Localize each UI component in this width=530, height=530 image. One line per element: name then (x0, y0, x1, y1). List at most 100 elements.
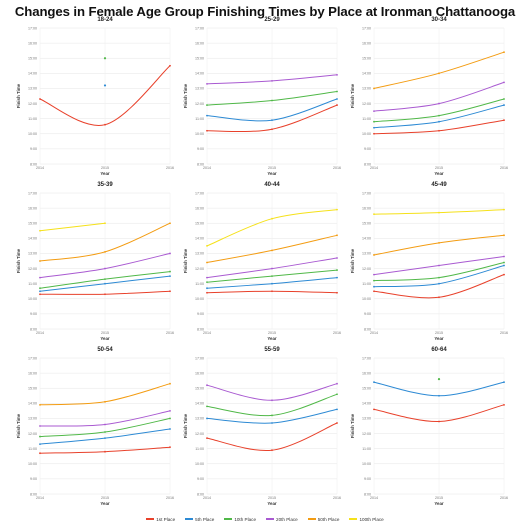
data-point (373, 254, 375, 256)
y-tick-label: 9:00 (197, 147, 204, 151)
y-tick-label: 13:00 (28, 87, 37, 91)
legend-label: 10th Place (234, 516, 257, 522)
y-tick-label: 8:00 (30, 327, 37, 331)
panel-55-59: 55-59 8:00 9:00 10:00 11:00 12:00 13:00 14:00 15… (183, 347, 341, 506)
data-point (206, 261, 208, 264)
x-tick-label: 2014 (370, 166, 378, 170)
data-point (271, 275, 273, 278)
legend-label: 5th Place (195, 516, 215, 522)
y-axis-label: Finish Time (183, 248, 188, 273)
x-axis-label: Year (434, 501, 444, 506)
series-line (39, 222, 106, 232)
data-point (438, 241, 440, 244)
legend-item: 20th Place (266, 517, 298, 522)
data-point (438, 276, 440, 279)
x-tick-label: 2014 (370, 496, 378, 500)
y-tick-label: 15:00 (195, 57, 204, 61)
y-tick-label: 13:00 (362, 87, 371, 91)
data-point (169, 428, 171, 430)
y-tick-label: 8:00 (364, 327, 371, 331)
data-point (437, 378, 441, 381)
y-tick-label: 13:00 (362, 417, 371, 421)
panel-title: 30-34 (431, 17, 447, 23)
y-tick-label: 14:00 (28, 72, 37, 76)
x-tick-label: 2016 (166, 331, 174, 335)
y-tick-label: 8:00 (197, 162, 204, 166)
y-tick-label: 10:00 (362, 297, 371, 301)
x-tick-label: 2014 (203, 331, 211, 335)
y-tick-label: 8:00 (364, 162, 371, 166)
y-tick-label: 11:00 (362, 282, 371, 286)
panel-40-44: 40-44 8:00 9:00 10:00 11:00 12:00 13:00 14:00 15… (183, 182, 341, 341)
legend-swatch (146, 518, 155, 520)
y-tick-label: 9:00 (197, 477, 204, 481)
data-point (503, 98, 505, 100)
data-point (206, 276, 208, 279)
y-tick-label: 12:00 (362, 432, 371, 436)
data-point (169, 290, 171, 293)
y-tick-label: 16:00 (28, 41, 37, 45)
y-tick-label: 13:00 (28, 252, 37, 256)
data-point (336, 382, 338, 385)
y-tick-label: 9:00 (197, 312, 204, 316)
data-point (271, 414, 273, 417)
y-tick-label: 14:00 (28, 237, 37, 241)
x-tick-label: 2016 (333, 166, 341, 170)
data-point (169, 64, 171, 67)
data-point (503, 381, 505, 384)
data-point (271, 290, 273, 293)
data-point (169, 222, 171, 225)
y-tick-label: 17:00 (28, 191, 37, 195)
data-point (373, 126, 375, 129)
data-point (503, 403, 505, 406)
data-point (39, 293, 41, 296)
y-tick-label: 14:00 (195, 72, 204, 76)
y-tick-label: 12:00 (28, 267, 37, 271)
y-axis-label: Finish Time (183, 413, 188, 438)
panel-title: 35-39 (97, 182, 113, 188)
data-point (39, 98, 41, 100)
y-tick-label: 9:00 (364, 312, 371, 316)
panel-title: 55-59 (264, 347, 280, 353)
y-tick-label: 15:00 (362, 57, 371, 61)
data-point (169, 382, 171, 385)
panel-title: 18-24 (97, 17, 113, 23)
data-point (206, 114, 208, 117)
data-point (206, 287, 208, 290)
data-point (336, 393, 338, 396)
y-tick-label: 10:00 (28, 462, 37, 466)
data-point (503, 51, 505, 54)
y-tick-label: 14:00 (362, 72, 371, 76)
data-point (104, 123, 106, 126)
y-axis-label: Finish Time (16, 413, 21, 438)
data-point (103, 84, 107, 87)
y-tick-label: 13:00 (28, 417, 37, 421)
y-axis-label: Finish Time (16, 83, 21, 108)
data-point (336, 90, 338, 93)
y-tick-label: 10:00 (28, 297, 37, 301)
panel-35-39: 35-39 8:00 9:00 10:00 11:00 12:00 13:00 14:00 15… (16, 182, 174, 341)
x-tick-label: 2015 (268, 331, 276, 335)
y-tick-label: 12:00 (195, 102, 204, 106)
data-point (169, 270, 171, 273)
data-point (206, 437, 208, 439)
y-tick-label: 17:00 (28, 356, 37, 360)
y-tick-label: 8:00 (30, 492, 37, 496)
x-axis-label: Year (267, 501, 277, 506)
panel-title: 45-49 (431, 182, 447, 188)
y-axis-label: Finish Time (350, 248, 355, 273)
data-point (336, 276, 338, 279)
data-point (271, 449, 273, 452)
y-tick-label: 11:00 (28, 117, 37, 121)
y-tick-label: 8:00 (30, 162, 37, 166)
y-tick-label: 16:00 (362, 371, 371, 375)
data-point (206, 281, 208, 284)
data-point (206, 104, 208, 106)
x-tick-label: 2015 (101, 166, 109, 170)
data-point (104, 293, 106, 296)
y-tick-label: 16:00 (362, 206, 371, 210)
y-tick-label: 8:00 (197, 492, 204, 496)
data-point (503, 261, 505, 264)
data-point (206, 405, 208, 408)
legend-item: 50th Place (307, 517, 339, 522)
